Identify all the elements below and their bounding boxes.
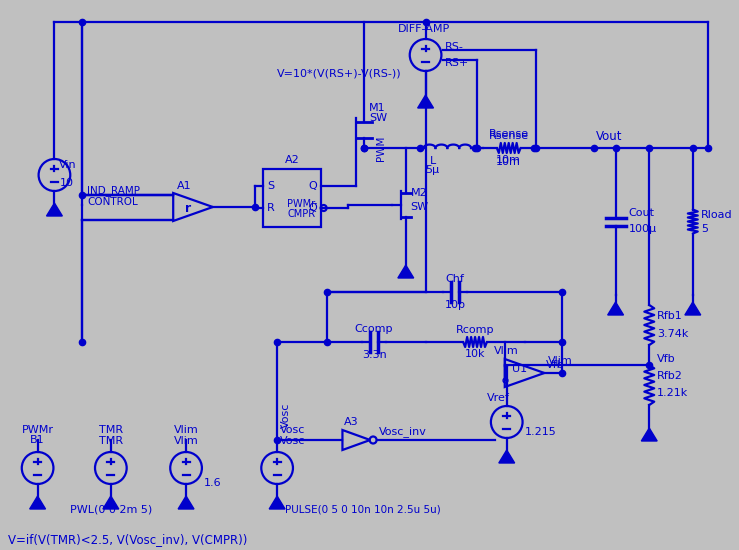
Text: Rfb1: Rfb1 xyxy=(657,311,683,321)
Text: L: L xyxy=(429,156,435,166)
Text: Vlim: Vlim xyxy=(174,425,199,435)
Text: CONTROL: CONTROL xyxy=(87,197,138,207)
Text: Rfb2: Rfb2 xyxy=(657,371,683,381)
Text: A3: A3 xyxy=(344,417,358,427)
Text: RS+: RS+ xyxy=(444,58,469,68)
Text: SW: SW xyxy=(370,113,387,123)
Text: IND_RAMP: IND_RAMP xyxy=(87,185,140,196)
Polygon shape xyxy=(499,450,514,463)
Polygon shape xyxy=(641,428,657,441)
Polygon shape xyxy=(685,302,701,315)
Text: Vlim: Vlim xyxy=(494,346,519,356)
Polygon shape xyxy=(30,496,46,509)
Text: M2: M2 xyxy=(411,188,427,198)
Text: Rsense: Rsense xyxy=(488,129,529,139)
Text: V=if(V(TMR)<2.5, V(Vosc_inv), V(CMPR)): V=if(V(TMR)<2.5, V(Vosc_inv), V(CMPR)) xyxy=(8,534,248,547)
Text: Q: Q xyxy=(308,181,317,191)
Text: M1: M1 xyxy=(370,103,386,113)
Text: 1.215: 1.215 xyxy=(525,427,556,437)
Text: A2: A2 xyxy=(285,155,299,165)
Text: 10p: 10p xyxy=(445,300,466,310)
Polygon shape xyxy=(47,203,62,216)
Text: SW: SW xyxy=(411,202,429,212)
Text: Vlim: Vlim xyxy=(548,356,573,366)
Text: 5μ: 5μ xyxy=(426,165,440,175)
Polygon shape xyxy=(178,496,194,509)
Text: Q̅: Q̅ xyxy=(308,203,317,213)
Polygon shape xyxy=(398,265,414,278)
Text: 10m: 10m xyxy=(497,155,521,165)
Text: Vfb: Vfb xyxy=(657,354,675,364)
Text: Chf: Chf xyxy=(446,274,465,284)
Text: 3.74k: 3.74k xyxy=(657,329,689,339)
Text: 10m: 10m xyxy=(497,157,521,167)
Text: Rload: Rload xyxy=(701,210,732,219)
Text: PWM: PWM xyxy=(376,135,386,161)
Text: PWMr: PWMr xyxy=(287,199,315,209)
Text: R: R xyxy=(268,203,275,213)
Text: TMR: TMR xyxy=(99,436,123,446)
Text: TMR: TMR xyxy=(99,425,123,435)
Polygon shape xyxy=(607,302,624,315)
Text: B1: B1 xyxy=(30,435,45,445)
Text: 1.21k: 1.21k xyxy=(657,388,689,398)
Text: V=10*(V(RS+)-V(RS-)): V=10*(V(RS+)-V(RS-)) xyxy=(277,68,402,78)
Text: Vin: Vin xyxy=(59,160,77,170)
Text: PWMr: PWMr xyxy=(21,425,54,435)
Bar xyxy=(263,169,321,227)
Text: Rsense: Rsense xyxy=(488,131,529,141)
Text: 10k: 10k xyxy=(465,349,486,359)
Text: RS-: RS- xyxy=(444,42,463,52)
Text: Vout: Vout xyxy=(596,129,622,142)
Text: DIFF-AMP: DIFF-AMP xyxy=(398,24,450,34)
Text: Vosc_inv: Vosc_inv xyxy=(379,427,427,437)
Polygon shape xyxy=(269,496,285,509)
Text: PWL(0 0 2m 5): PWL(0 0 2m 5) xyxy=(69,505,152,515)
Text: Vfb: Vfb xyxy=(546,360,565,370)
Text: Cout: Cout xyxy=(628,208,655,218)
Text: Vosc: Vosc xyxy=(280,436,305,446)
Polygon shape xyxy=(103,496,119,509)
Text: 100μ: 100μ xyxy=(628,223,656,234)
Polygon shape xyxy=(418,95,434,108)
Text: Vref: Vref xyxy=(488,393,510,403)
Text: 1.6: 1.6 xyxy=(204,478,222,488)
Text: Vlim: Vlim xyxy=(174,436,199,446)
Text: 10: 10 xyxy=(59,178,73,188)
Text: Ccomp: Ccomp xyxy=(355,324,393,334)
Text: A1: A1 xyxy=(177,181,192,191)
Text: PULSE(0 5 0 10n 10n 2.5u 5u): PULSE(0 5 0 10n 10n 2.5u 5u) xyxy=(285,505,440,515)
Text: CMPR: CMPR xyxy=(287,209,315,219)
Text: Rcomp: Rcomp xyxy=(456,325,494,335)
Text: r: r xyxy=(185,201,191,214)
Text: 5: 5 xyxy=(701,223,708,234)
Text: U1: U1 xyxy=(512,364,527,374)
Text: 3.3n: 3.3n xyxy=(361,350,386,360)
Text: S: S xyxy=(268,181,274,191)
Text: Vosc: Vosc xyxy=(281,402,291,428)
Text: Vosc: Vosc xyxy=(280,425,305,435)
